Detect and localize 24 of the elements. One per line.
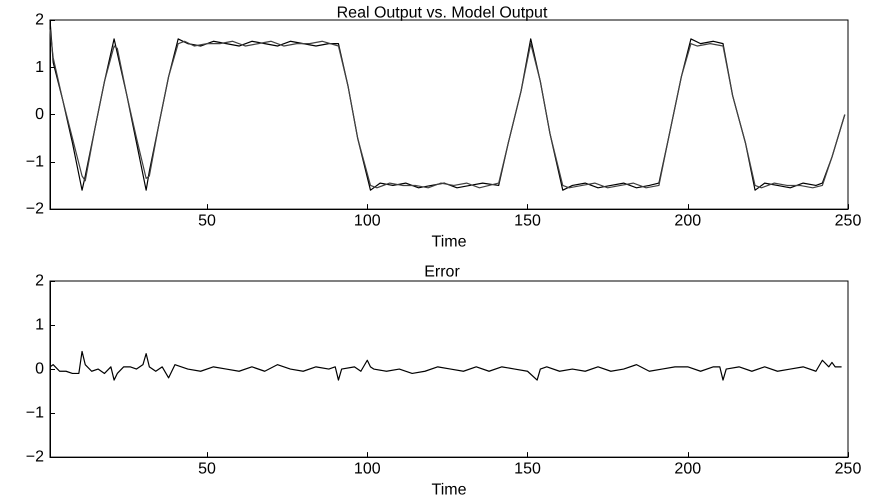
x-tick-label: 50: [198, 212, 216, 230]
y-tick-label: −2: [26, 200, 44, 218]
y-tick-label: −1: [26, 404, 44, 422]
x-tick-label: 100: [354, 460, 381, 478]
x-tick-label: 50: [198, 460, 216, 478]
y-tick-label: 1: [35, 316, 44, 334]
x-tick-label: 250: [834, 212, 862, 230]
x-tick-label: 150: [514, 460, 541, 478]
x-tick-label: 200: [674, 212, 702, 230]
x-axis-title: Time: [432, 234, 467, 250]
y-tick-label: −2: [26, 448, 44, 466]
y-tick-label: 0: [35, 360, 44, 378]
y-tick-label: 2: [35, 12, 44, 28]
x-tick-label: 150: [514, 212, 541, 230]
x-axis-title: Time: [432, 482, 467, 498]
y-tick-label: −1: [26, 153, 44, 170]
y-tick-label: 0: [35, 106, 44, 124]
chart-title: Real Output vs. Model Output: [336, 4, 548, 22]
y-tick-label: 1: [35, 58, 44, 76]
x-tick-label: 250: [834, 460, 862, 478]
chart-title: Error: [424, 264, 460, 280]
x-tick-label: 100: [354, 212, 381, 230]
x-tick-label: 200: [674, 460, 702, 478]
y-tick-label: 2: [35, 272, 44, 290]
